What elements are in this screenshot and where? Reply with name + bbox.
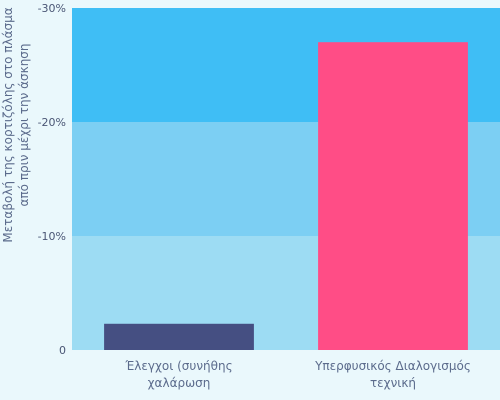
y-tick-label-1: 0 [59,344,66,357]
y-tick-label-4: -30% [38,2,66,15]
bar-1 [104,323,254,350]
y-axis-title-line-1: Μεταβολή της κορτιζόλης στο πλάσμα [1,7,15,242]
bar-2 [318,42,468,350]
x-category-label-2-line-2: τεχνική [370,376,416,390]
y-tick-label-3: -20% [38,116,66,129]
y-axis-title-line-2: από πριν μέχρι την άσκηση [17,43,31,206]
x-category-label-1-line-2: χαλάρωση [148,376,211,390]
x-category-label-1-line-1: Έλεγχοι (συνήθης [124,359,232,373]
y-tick-label-2: -10% [38,230,66,243]
x-category-label-2-line-1: Υπερφυσικός Διαλογισμός [314,359,471,373]
